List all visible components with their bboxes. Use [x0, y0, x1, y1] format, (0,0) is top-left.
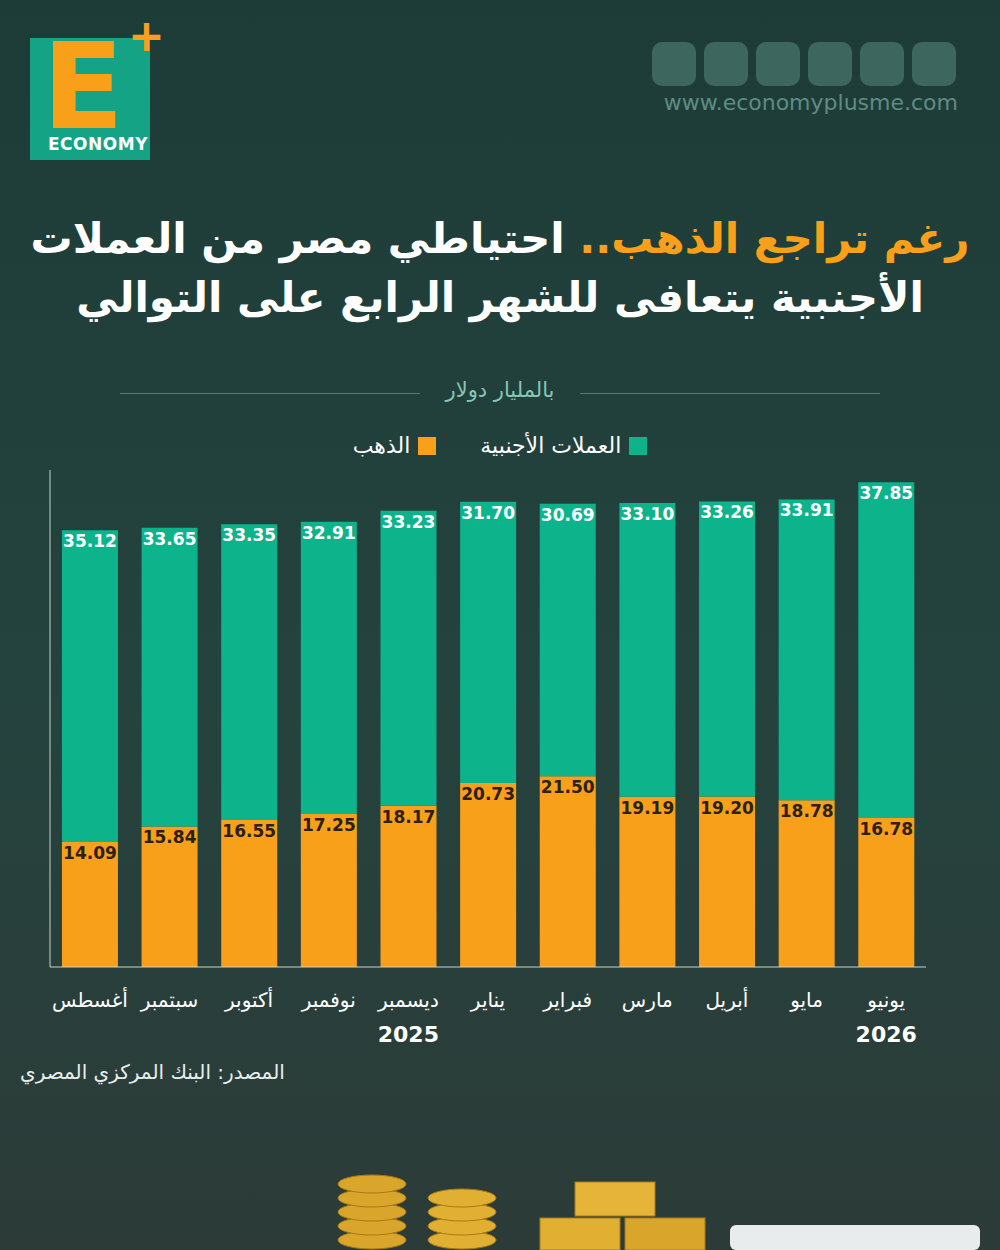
svg-text:2026: 2026 — [856, 1022, 917, 1047]
html-text:احتياطي مصر من العملات الأجنبي: احتياطي مصر من العملات الأجنبية يتعافى ل… — [30, 214, 924, 322]
svg-text:يونيو: يونيو — [866, 988, 905, 1012]
svg-text:33.65: 33.65 — [143, 529, 197, 549]
html-text:المصدر: البنك المركزي المصري: المصدر: البنك المركزي المصري — [20, 1060, 285, 1084]
svg-text:14.09: 14.09 — [63, 843, 117, 863]
svg-text:أبريل: أبريل — [705, 987, 748, 1012]
svg-text:فبراير: فبراير — [542, 988, 592, 1012]
html-text:www.economyplusme.com: www.economyplusme.com — [663, 90, 958, 115]
svg-text:18.78: 18.78 — [780, 801, 834, 821]
svg-text:18.17: 18.17 — [382, 807, 436, 827]
svg-text:16.78: 16.78 — [859, 819, 913, 839]
html-text:رغم تراجع الذهب..: رغم تراجع الذهب.. — [579, 214, 970, 263]
svg-text:ديسمبر: ديسمبر — [377, 988, 439, 1012]
svg-text:مايو: مايو — [789, 988, 823, 1012]
svg-text:2025: 2025 — [378, 1022, 439, 1047]
svg-text:33.23: 33.23 — [382, 512, 436, 532]
svg-text:17.25: 17.25 — [302, 815, 356, 835]
svg-text:32.91: 32.91 — [302, 523, 356, 543]
svg-text:أكتوبر: أكتوبر — [224, 987, 273, 1012]
svg-text:33.91: 33.91 — [780, 500, 834, 520]
html-text:العملات الأجنبية: العملات الأجنبية — [480, 433, 622, 458]
svg-text:16.55: 16.55 — [222, 821, 276, 841]
html-text:E: E — [42, 17, 124, 156]
svg-text:33.26: 33.26 — [700, 502, 754, 522]
svg-text:نوفمبر: نوفمبر — [301, 988, 356, 1012]
svg-text:سبتمبر: سبتمبر — [140, 988, 198, 1012]
svg-text:20.73: 20.73 — [461, 784, 515, 804]
svg-text:أغسطس: أغسطس — [52, 987, 128, 1012]
svg-text:30.69: 30.69 — [541, 505, 595, 525]
svg-text:مارس: مارس — [622, 988, 673, 1012]
svg-text:35.12: 35.12 — [63, 531, 117, 551]
html-text:ECONOMY: ECONOMY — [48, 134, 148, 154]
svg-text:19.20: 19.20 — [700, 798, 754, 818]
svg-text:21.50: 21.50 — [541, 777, 595, 797]
svg-text:15.84: 15.84 — [143, 827, 197, 847]
html-text:بالمليار دولار: بالمليار دولار — [445, 378, 555, 402]
svg-text:31.70: 31.70 — [461, 503, 515, 523]
svg-text:37.85: 37.85 — [859, 483, 913, 503]
svg-text:33.35: 33.35 — [222, 525, 276, 545]
svg-text:يناير: يناير — [470, 988, 505, 1012]
html-text:الذهب: الذهب — [352, 433, 411, 458]
svg-text:19.19: 19.19 — [621, 798, 675, 818]
svg-text:33.10: 33.10 — [621, 504, 675, 524]
